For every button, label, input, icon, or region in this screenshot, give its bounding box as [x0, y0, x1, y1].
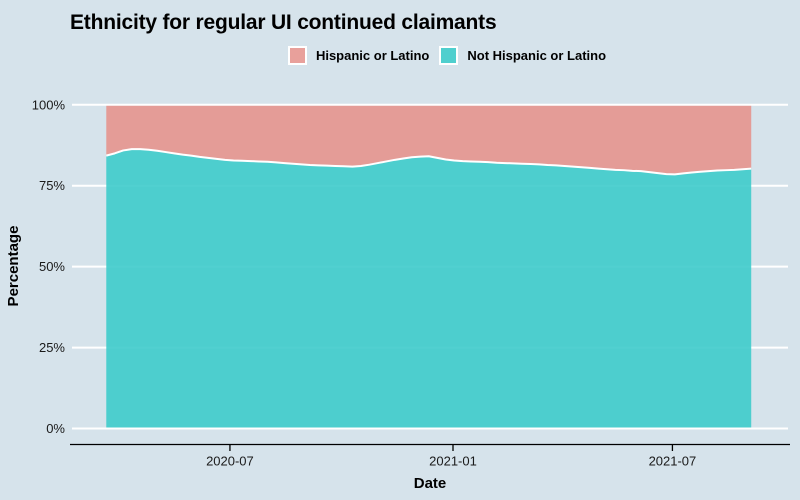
y-axis-title: Percentage: [5, 226, 22, 307]
series-boundary-line: [106, 148, 752, 176]
legend-item-not-hispanic: Not Hispanic or Latino: [439, 45, 607, 65]
y-tick-label: 50%: [39, 259, 65, 274]
legend-swatch-not-hispanic: [439, 45, 459, 65]
legend-label: Hispanic or Latino: [315, 47, 430, 63]
x-tick-label: 2020-07: [206, 454, 254, 469]
gridlines-over: [72, 103, 788, 430]
x-tick-label: 2021-01: [429, 454, 477, 469]
legend: Hispanic or Latino Not Hispanic or Latino: [47, 44, 800, 66]
area-hispanic: [106, 104, 752, 175]
legend-swatch-hispanic: [287, 45, 307, 65]
y-tick-label: 25%: [39, 340, 65, 355]
x-tick-label: 2021-07: [649, 454, 697, 469]
chart-title: Ethnicity for regular UI continued claim…: [70, 11, 497, 34]
area-layer: [106, 104, 752, 429]
x-axis-title: Date: [414, 475, 447, 492]
y-tick-label: 0%: [46, 421, 65, 436]
legend-label: Not Hispanic or Latino: [467, 47, 607, 63]
area-not-hispanic: [106, 149, 752, 429]
axis-layer: 0% 25% 50% 75% 100% 2020-07 2021-01 2021-07: [32, 97, 790, 469]
legend-item-hispanic: Hispanic or Latino: [287, 45, 430, 65]
y-tick-label: 75%: [39, 178, 65, 193]
y-tick-label: 100%: [32, 97, 66, 112]
